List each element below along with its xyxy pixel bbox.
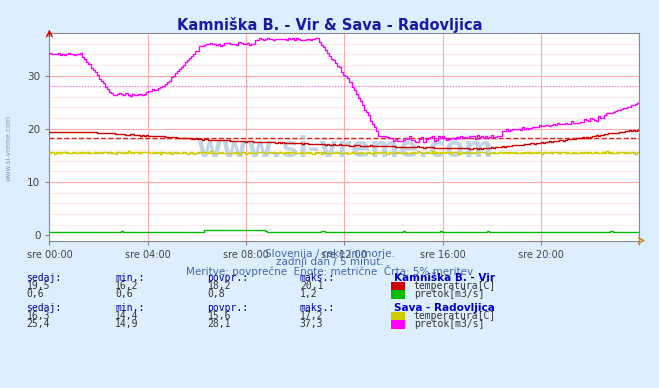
Text: povpr.:: povpr.:	[208, 303, 248, 313]
Text: Kamniška B. - Vir & Sava - Radovljica: Kamniška B. - Vir & Sava - Radovljica	[177, 17, 482, 33]
Text: 19,5: 19,5	[26, 281, 50, 291]
Text: 0,6: 0,6	[115, 289, 133, 299]
Text: 1,2: 1,2	[300, 289, 318, 299]
Text: 0,6: 0,6	[26, 289, 44, 299]
Text: 25,4: 25,4	[26, 319, 50, 329]
Text: www.si-vreme.com: www.si-vreme.com	[196, 135, 493, 163]
Text: www.si-vreme.com: www.si-vreme.com	[5, 114, 12, 180]
Text: Slovenija / reke in morje.: Slovenija / reke in morje.	[264, 249, 395, 259]
Text: povpr.:: povpr.:	[208, 273, 248, 283]
Text: 20,1: 20,1	[300, 281, 324, 291]
Text: Meritve: povprečne  Enote: metrične  Črta: 5% meritev: Meritve: povprečne Enote: metrične Črta:…	[186, 265, 473, 277]
Text: pretok[m3/s]: pretok[m3/s]	[414, 289, 484, 299]
Text: 18,2: 18,2	[208, 281, 231, 291]
Text: temperatura[C]: temperatura[C]	[414, 281, 496, 291]
Text: 28,1: 28,1	[208, 319, 231, 329]
Text: pretok[m3/s]: pretok[m3/s]	[414, 319, 484, 329]
Text: 16,2: 16,2	[115, 281, 139, 291]
Text: maks.:: maks.:	[300, 273, 335, 283]
Text: 17,2: 17,2	[300, 311, 324, 321]
Text: 15,6: 15,6	[208, 311, 231, 321]
Text: maks.:: maks.:	[300, 303, 335, 313]
Text: 0,8: 0,8	[208, 289, 225, 299]
Text: zadnji dan / 5 minut.: zadnji dan / 5 minut.	[275, 257, 384, 267]
Text: min.:: min.:	[115, 273, 145, 283]
Text: min.:: min.:	[115, 303, 145, 313]
Text: 16,3: 16,3	[26, 311, 50, 321]
Text: Sava - Radovljica: Sava - Radovljica	[394, 303, 495, 313]
Text: Kamniška B. - Vir: Kamniška B. - Vir	[394, 273, 495, 283]
Text: sedaj:: sedaj:	[26, 303, 61, 313]
Text: sedaj:: sedaj:	[26, 273, 61, 283]
Text: 14,4: 14,4	[115, 311, 139, 321]
Text: 14,9: 14,9	[115, 319, 139, 329]
Text: temperatura[C]: temperatura[C]	[414, 311, 496, 321]
Text: 37,3: 37,3	[300, 319, 324, 329]
